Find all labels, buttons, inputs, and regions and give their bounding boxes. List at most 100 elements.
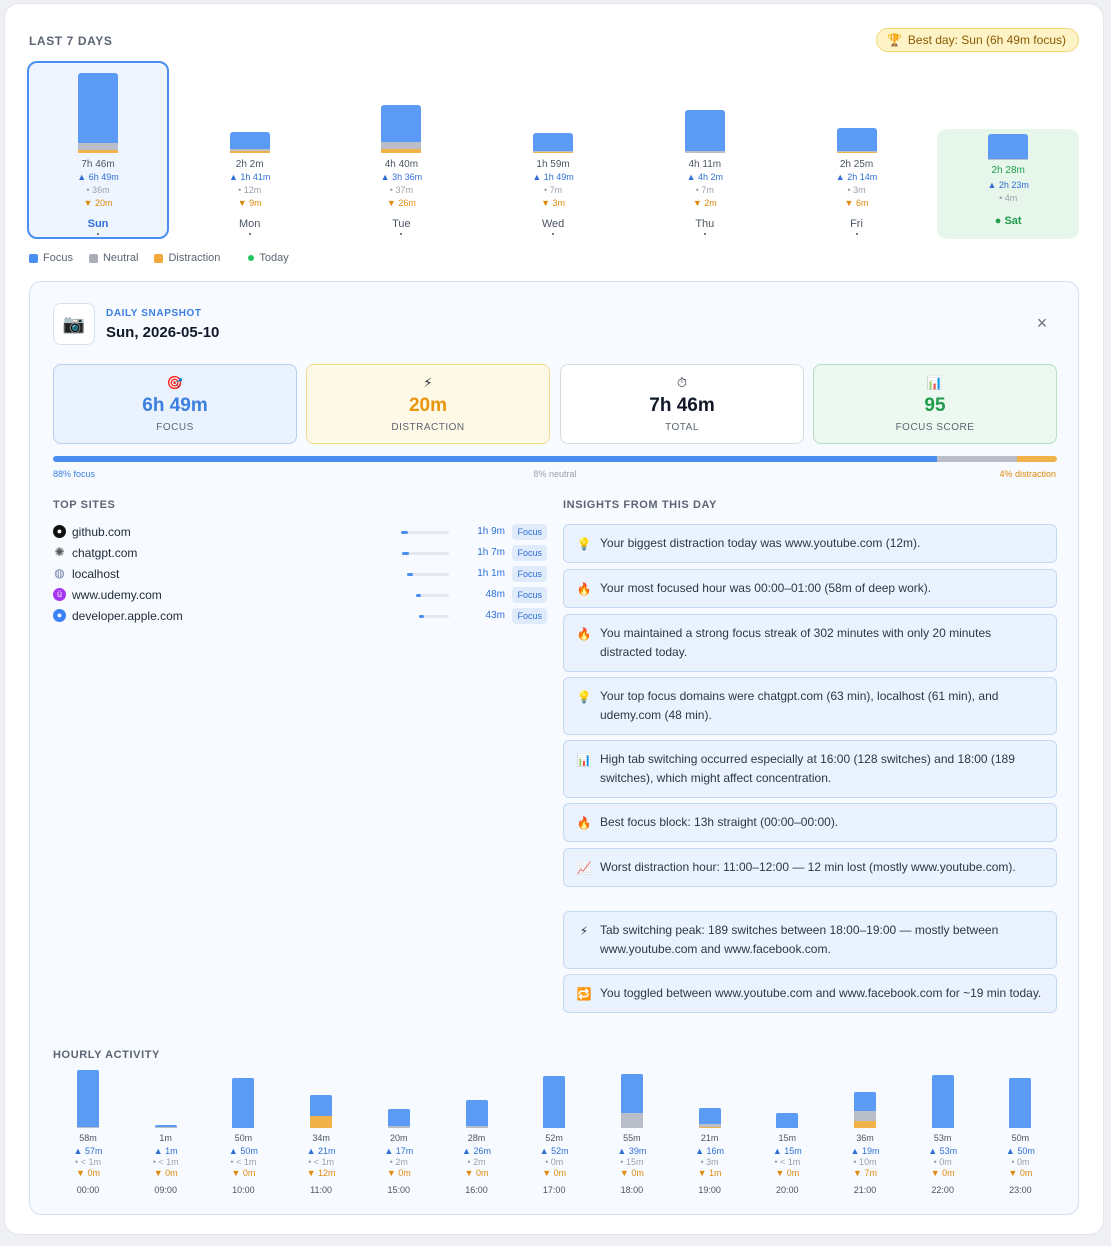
hour-label: 22:00 (931, 1185, 954, 1195)
legend-focus-label: Focus (43, 252, 73, 264)
hour-neutral: • < 1m (774, 1157, 801, 1167)
day-bar (78, 73, 118, 153)
day-dot-icon (97, 233, 99, 235)
day-neutral: • 3m (847, 185, 866, 195)
day-card[interactable]: 1h 59m ▲ 1h 49m • 7m ▼ 3m Wed (482, 61, 624, 239)
hour-bar (154, 1125, 177, 1128)
hour-column[interactable]: 50m ▲ 50m • < 1m ▼ 0m 10:00 (208, 1062, 278, 1202)
top-site-row[interactable]: ◍ localhost 1h 1m Focus (53, 564, 547, 584)
distraction-swatch (154, 253, 164, 263)
day-focus: ▲ 1h 41m (228, 172, 271, 182)
neutral-swatch (88, 253, 98, 263)
hour-focus-segment (232, 1077, 255, 1128)
bar-focus-segment (684, 109, 725, 152)
day-card[interactable]: 4h 40m ▲ 3h 36m • 37m ▼ 26m Tue (330, 61, 472, 239)
legend-today-label: Today (259, 252, 289, 264)
bar-focus-segment (533, 132, 574, 152)
hourly-title: HOURLY ACTIVITY (53, 1049, 160, 1061)
site-name: github.com (72, 525, 131, 539)
hour-column[interactable]: 20m ▲ 17m • 2m ▼ 0m 15:00 (364, 1062, 434, 1202)
hour-distraction: ▼ 1m (697, 1168, 722, 1178)
hour-column[interactable]: 53m ▲ 53m • 0m ▼ 0m 22:00 (908, 1062, 978, 1202)
hour-neutral: • 3m (700, 1157, 719, 1167)
focus-score-value: 95 (924, 395, 946, 416)
day-dot-icon (400, 233, 403, 235)
insight-text: Tab switching peak: 189 switches between… (600, 923, 999, 956)
day-total: 1h 59m (536, 159, 570, 170)
bar-neutral-segment (78, 143, 118, 150)
ratio-distraction-segment (1016, 456, 1057, 462)
site-bar-track (419, 615, 449, 618)
day-focus: ▲ 1h 49m (532, 172, 574, 182)
hour-column[interactable]: 1m ▲ 1m • < 1m ▼ 0m 09:00 (131, 1062, 201, 1202)
day-bar (988, 134, 1029, 160)
hour-neutral: • 2m (389, 1157, 408, 1167)
top-site-row[interactable]: ● developer.apple.com 43m Focus (53, 606, 547, 626)
day-card[interactable]: 7h 46m ▲ 6h 49m • 36m ▼ 20m Sun (27, 61, 169, 239)
day-bar (533, 132, 574, 153)
day-total: 4h 11m (688, 159, 722, 170)
legend-distraction-label: Distraction (168, 252, 221, 264)
hour-label: 20:00 (776, 1185, 799, 1195)
snapshot-label: DAILY SNAPSHOT (106, 308, 202, 319)
ratio-neutral-segment (936, 456, 1017, 462)
hour-focus: ▲ 52m (539, 1146, 569, 1156)
trend-chart-icon: 📈 (576, 861, 592, 875)
hour-column[interactable]: 21m ▲ 16m • 3m ▼ 1m 19:00 (675, 1062, 745, 1202)
top-site-row[interactable]: ✺ chatgpt.com 1h 7m Focus (53, 543, 547, 563)
day-focus: ▲ 4h 2m (686, 172, 723, 182)
site-bar-track (402, 552, 449, 555)
hour-column[interactable]: 50m ▲ 50m • 0m ▼ 0m 23:00 (985, 1062, 1055, 1202)
hour-focus: ▲ 50m (228, 1146, 258, 1156)
close-icon[interactable]: × (1036, 313, 1048, 333)
hour-column[interactable]: 34m ▲ 21m • < 1m ▼ 12m 11:00 (286, 1062, 356, 1202)
hour-column[interactable]: 55m ▲ 39m • 15m ▼ 0m 18:00 (597, 1062, 667, 1202)
site-bar-fill (415, 594, 421, 597)
insight-card: 💡 Your biggest distraction today was www.… (563, 524, 1057, 563)
total-label: TOTAL (665, 422, 699, 433)
hour-focus: ▲ 26m (462, 1146, 491, 1156)
day-card[interactable]: 2h 28m ▲ 2h 23m • 4m ● Sat (937, 129, 1080, 239)
site-time: 1h 1m (477, 568, 505, 579)
daily-snapshot-panel: 📷 DAILY SNAPSHOT Sun, 2026-05-10 × 🎯 6h … (29, 281, 1079, 1215)
hour-total: 28m (467, 1133, 486, 1143)
flame-icon: 🔥 (576, 816, 592, 830)
insight-card: 🔥 You maintained a strong focus streak of… (563, 614, 1057, 672)
top-site-row[interactable]: ● github.com 1h 9m Focus (53, 522, 547, 542)
ratio-distraction-label: 4% distraction (999, 469, 1056, 479)
insight-card: 🔥 Your most focused hour was 00:00–01:00 … (563, 569, 1057, 608)
day-card[interactable]: 2h 2m ▲ 1h 41m • 12m ▼ 9m Mon (179, 61, 321, 239)
insight-text: Best focus block: 13h straight (00:00–00… (600, 815, 839, 829)
bar-neutral-segment (381, 142, 422, 149)
hour-bar (77, 1070, 99, 1128)
bar-distraction-segment (836, 151, 877, 153)
hour-distraction: ▼ 0m (153, 1168, 178, 1178)
site-category-tag: Focus (512, 566, 547, 582)
bar-focus-segment (78, 73, 118, 144)
top-site-row[interactable]: ü www.udemy.com 48m Focus (53, 585, 547, 605)
insight-card: 🔁 You toggled between www.youtube.com and… (563, 974, 1057, 1013)
day-name: Sun (87, 218, 109, 230)
legend-distraction: Distraction (154, 252, 220, 264)
hour-total: 1m (159, 1133, 172, 1143)
hour-total: 52m (545, 1133, 563, 1143)
focus-swatch (29, 253, 38, 263)
hour-focus-segment (854, 1092, 876, 1111)
hour-label: 11:00 (310, 1185, 333, 1195)
day-card[interactable]: 2h 25m ▲ 2h 14m • 3m ▼ 6m Fri (786, 61, 928, 239)
week-days-chart: 7h 46m ▲ 6h 49m • 36m ▼ 20m Sun 2h 2m ▲ 1h 41m… (27, 61, 1080, 239)
hour-column[interactable]: 58m ▲ 57m • < 1m ▼ 0m 00:00 (53, 1062, 123, 1202)
day-distraction: ▼ 26m (386, 198, 416, 208)
day-card[interactable]: 4h 11m ▲ 4h 2m • 7m ▼ 2m Thu (634, 61, 776, 239)
hour-column[interactable]: 36m ▲ 19m • 10m ▼ 7m 21:00 (830, 1062, 900, 1202)
hour-column[interactable]: 52m ▲ 52m • 0m ▼ 0m 17:00 (519, 1062, 589, 1202)
hour-column[interactable]: 28m ▲ 26m • 2m ▼ 0m 16:00 (442, 1062, 512, 1202)
hour-focus: ▲ 1m (153, 1146, 178, 1156)
lightning-icon: ⚡ (579, 924, 589, 938)
hour-column[interactable]: 15m ▲ 15m • < 1m ▼ 0m 20:00 (752, 1062, 822, 1202)
hour-focus-segment (387, 1109, 410, 1126)
focus-stat-card: 🎯 6h 49m FOCUS (53, 364, 297, 444)
legend: Focus Neutral Distraction Today (29, 250, 289, 266)
site-bar-track (415, 594, 449, 597)
distraction-stat-card: ⚡ 20m DISTRACTION (306, 364, 550, 444)
